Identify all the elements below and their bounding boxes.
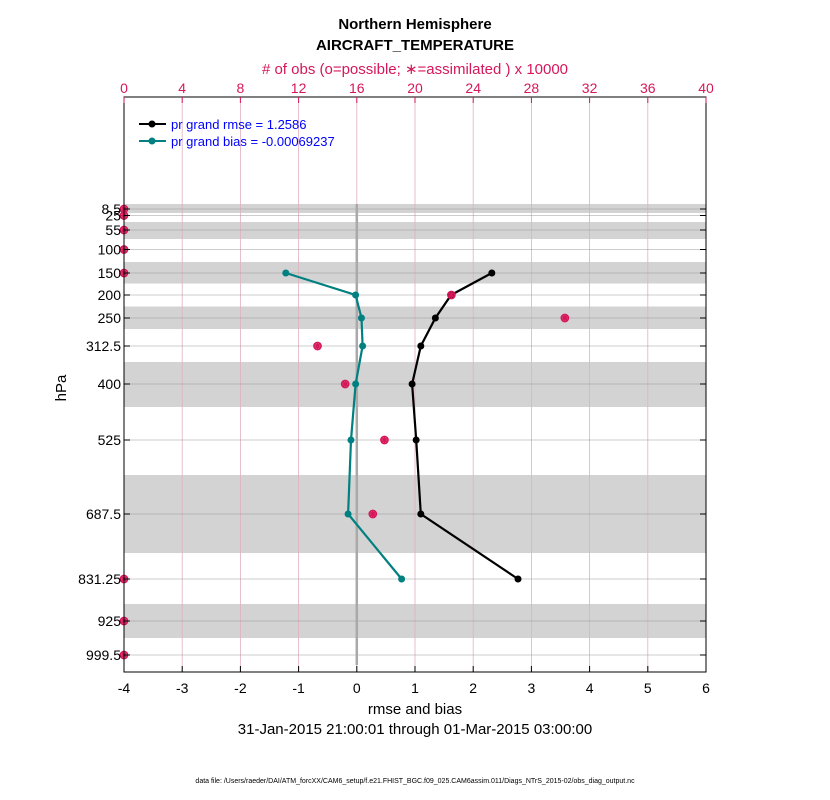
left-tick-label: 312.5 [86, 338, 121, 354]
left-tick-label: 400 [98, 376, 122, 392]
top-tick-label: 36 [640, 80, 656, 96]
left-tick-label: 150 [98, 265, 122, 281]
axes [123, 96, 707, 673]
bottom-tick-label: 1 [411, 680, 419, 696]
footer-data-file: data file: /Users/raeder/DAI/ATM_forcXX/… [195, 778, 635, 785]
series-point-bias [352, 380, 360, 388]
bottom-tick-label: -1 [292, 680, 305, 696]
series-point-rmse [514, 575, 522, 583]
obs-assimilated-marker [447, 291, 456, 299]
top-tick-label: 20 [407, 80, 423, 96]
series-line-rmse [410, 272, 519, 580]
obs-assimilated-marker [380, 436, 389, 444]
chart-subtitle: AIRCRAFT_TEMPERATURE [316, 37, 514, 54]
bottom-tick-label: -4 [118, 680, 131, 696]
bottom-tick-label: 6 [702, 680, 710, 696]
series-point-rmse [412, 436, 420, 444]
series-layer [282, 269, 522, 583]
series-point-bias [344, 510, 352, 518]
top-tick-label: 32 [582, 80, 598, 96]
obs-assimilated-marker [560, 314, 569, 322]
series-point-bias [398, 575, 406, 583]
top-tick-label: 4 [178, 80, 186, 96]
obs-assimilated-marker [341, 380, 350, 388]
top-tick-label: 12 [291, 80, 307, 96]
bottom-tick-label: 2 [469, 680, 477, 696]
obs-assimilated-stroke [381, 436, 388, 444]
series-point-rmse [417, 342, 425, 350]
tick-labels: -4 -3 -2 -1 0 1 2 3 4 5 60 4 8 12 16 20 24 28 32 36 408.5255… [78, 80, 714, 696]
series-point-rmse [408, 380, 416, 388]
obs-assimilated-stroke [341, 380, 349, 388]
left-tick-label: 525 [98, 432, 122, 448]
x-axis-label: rmse and bias [368, 701, 462, 718]
bottom-tick-label: -2 [234, 680, 247, 696]
series-point-rmse [431, 314, 439, 322]
series-point-bias [359, 342, 367, 350]
left-tick-label: 831.25 [78, 571, 121, 587]
top-tick-label: 8 [237, 80, 245, 96]
y-axis-label: hPa [53, 374, 70, 401]
left-tick-label: 100 [98, 242, 122, 258]
bottom-tick-label: 5 [644, 680, 652, 696]
obs-assimilated-marker [368, 510, 377, 518]
obs-assimilated-stroke [448, 291, 455, 299]
left-tick-label: 200 [98, 287, 122, 303]
series-line-bias [285, 271, 403, 580]
top-tick-label: 0 [120, 80, 128, 96]
top-tick-label: 16 [349, 80, 365, 96]
bottom-tick-label: 3 [528, 680, 536, 696]
obs-assimilated-stroke [561, 314, 569, 322]
series-point-rmse [417, 510, 425, 518]
obs-assimilated-marker [313, 342, 322, 350]
date-range: 31-Jan-2015 21:00:01 through 01-Mar-2015… [238, 721, 592, 738]
legend: pr grand rmse = 1.2586 pr grand bias = -0… [139, 117, 335, 149]
left-tick-label: 55 [105, 222, 121, 238]
series-point-bias [352, 291, 360, 299]
series-point-bias [347, 436, 355, 444]
obs-assimilated-stroke [369, 510, 377, 518]
top-axis-label: # of obs (o=possible; ∗=assimilated ) x … [262, 61, 568, 78]
top-tick-label: 28 [524, 80, 540, 96]
top-tick-label: 24 [465, 80, 481, 96]
legend-label: pr grand rmse = 1.2586 [171, 117, 307, 132]
series-point-rmse [488, 269, 496, 277]
grid [124, 97, 706, 672]
legend-swatch-marker [148, 137, 156, 145]
legend-label: pr grand bias = -0.00069237 [171, 134, 335, 149]
bottom-tick-label: 4 [586, 680, 594, 696]
left-tick-label: 8.5 [102, 201, 122, 217]
left-tick-label: 999.5 [86, 647, 121, 663]
series-point-bias [282, 269, 290, 277]
top-tick-label: 40 [698, 80, 714, 96]
obs-assimilated-stroke [314, 342, 321, 350]
legend-swatch-marker [148, 120, 156, 128]
left-tick-label: 250 [98, 310, 122, 326]
series-point-bias [357, 314, 365, 322]
left-tick-label: 687.5 [86, 506, 121, 522]
left-tick-label: 25 [105, 208, 121, 224]
chart-title: Northern Hemisphere [338, 16, 491, 33]
bottom-tick-label: -3 [176, 680, 189, 696]
left-tick-label: 925 [98, 613, 122, 629]
bottom-tick-label: 0 [353, 680, 361, 696]
